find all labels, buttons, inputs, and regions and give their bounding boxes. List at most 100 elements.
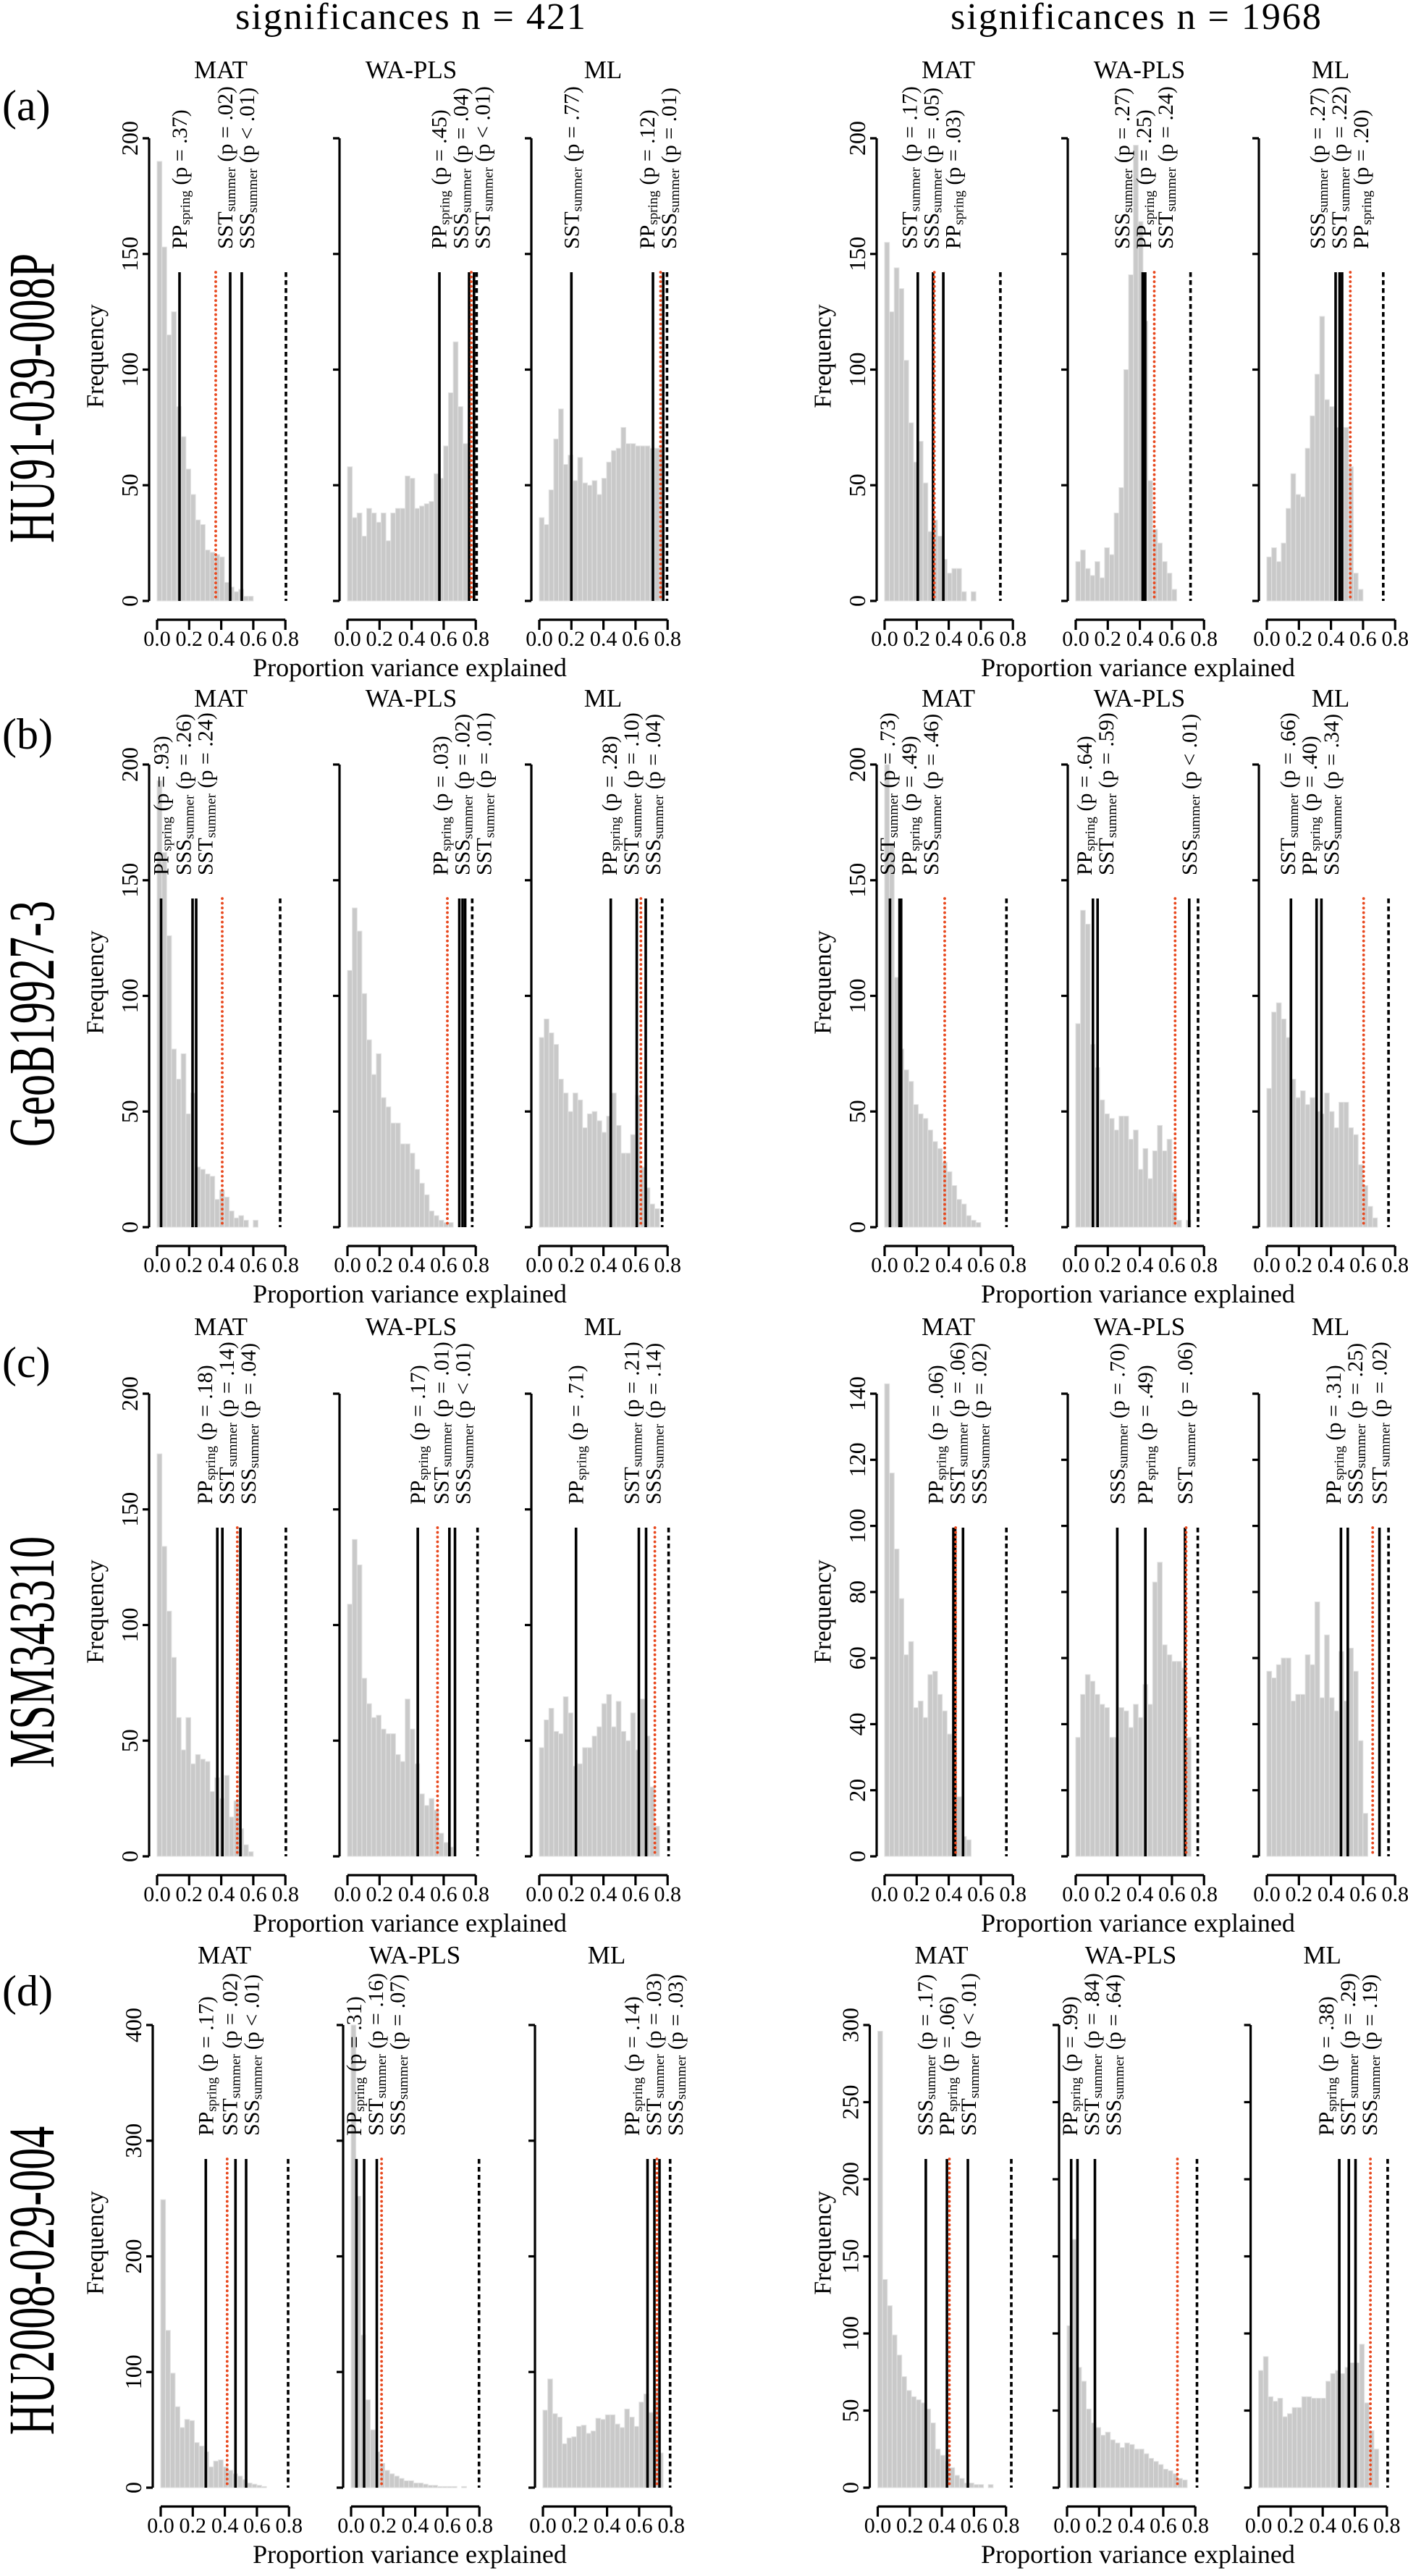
svg-text:0.6: 0.6 <box>1150 2514 1177 2538</box>
svg-text:0.8: 0.8 <box>271 1253 299 1277</box>
svg-text:SSSsummer (p < .01): SSSsummer (p < .01) <box>1178 714 1203 875</box>
svg-text:WA-PLS: WA-PLS <box>1085 1941 1176 1969</box>
svg-text:SSTsummer (p = .24): SSTsummer (p = .24) <box>1154 86 1179 249</box>
svg-text:PPspring (p = .03): PPspring (p = .03) <box>429 736 455 875</box>
svg-text:HU91-039-008P: HU91-039-008P <box>0 253 68 543</box>
svg-text:0: 0 <box>844 1851 870 1862</box>
svg-text:0.4: 0.4 <box>935 1882 963 1906</box>
svg-text:0.0: 0.0 <box>871 627 898 651</box>
svg-text:ML: ML <box>1312 56 1350 84</box>
svg-text:0.4: 0.4 <box>208 1253 235 1277</box>
svg-text:0.6: 0.6 <box>430 627 458 651</box>
svg-text:150: 150 <box>838 2239 864 2274</box>
svg-text:0.2: 0.2 <box>176 1253 203 1277</box>
svg-text:0.0: 0.0 <box>1062 1882 1089 1906</box>
svg-text:0.4: 0.4 <box>1318 627 1345 651</box>
svg-text:100: 100 <box>838 2316 864 2351</box>
svg-text:0.0: 0.0 <box>334 1253 361 1277</box>
svg-text:MAT: MAT <box>922 684 975 712</box>
svg-text:Frequency: Frequency <box>810 304 837 408</box>
svg-text:0.0: 0.0 <box>1062 1253 1089 1277</box>
svg-text:MAT: MAT <box>194 56 248 84</box>
svg-text:50: 50 <box>117 1729 143 1752</box>
svg-text:0.2: 0.2 <box>903 1882 931 1906</box>
svg-text:0: 0 <box>120 2482 146 2493</box>
svg-text:SSTsummer (p < .01): SSTsummer (p < .01) <box>471 86 497 249</box>
svg-text:SSTsummer (p = .06): SSTsummer (p = .06) <box>945 1342 971 1504</box>
svg-text:0.0: 0.0 <box>864 2514 892 2538</box>
svg-text:SSSsummer (p = .04): SSSsummer (p = .04) <box>450 88 475 249</box>
svg-text:ML: ML <box>588 1941 626 1969</box>
svg-text:50: 50 <box>844 1100 870 1123</box>
svg-text:SSTsummer (p = .06): SSTsummer (p = .06) <box>1173 1342 1199 1504</box>
svg-text:Proportion variance explained: Proportion variance explained <box>981 2540 1295 2569</box>
svg-text:200: 200 <box>117 1376 143 1411</box>
svg-text:PPspring (p = .17): PPspring (p = .17) <box>406 1365 431 1504</box>
svg-text:PPspring (p = .64): PPspring (p = .64) <box>1073 736 1098 875</box>
svg-text:SSSsummer (p = .25): SSSsummer (p = .25) <box>1344 1343 1369 1504</box>
svg-text:0.0: 0.0 <box>1253 1882 1281 1906</box>
svg-text:50: 50 <box>838 2399 864 2423</box>
svg-text:0.0: 0.0 <box>147 2514 174 2538</box>
svg-text:0.6: 0.6 <box>622 1882 649 1906</box>
svg-text:0.8: 0.8 <box>1381 1882 1408 1906</box>
svg-text:0.2: 0.2 <box>1095 1882 1122 1906</box>
svg-text:0.2: 0.2 <box>366 1253 394 1277</box>
svg-text:150: 150 <box>844 237 870 272</box>
svg-text:0.4: 0.4 <box>1126 1882 1154 1906</box>
svg-text:SSSsummer (p = .70): SSSsummer (p = .70) <box>1105 1343 1131 1504</box>
svg-text:Proportion variance explained: Proportion variance explained <box>981 653 1295 682</box>
svg-text:PPspring (p = .12): PPspring (p = .12) <box>636 109 661 249</box>
svg-text:0.0: 0.0 <box>334 627 361 651</box>
svg-text:SSTsummer (p = .22): SSTsummer (p = .22) <box>1328 86 1353 249</box>
svg-text:0.0: 0.0 <box>143 1882 171 1906</box>
svg-text:WA-PLS: WA-PLS <box>366 1313 457 1341</box>
svg-text:ML: ML <box>584 684 623 712</box>
svg-text:SSSsummer (p = .03): SSSsummer (p = .03) <box>664 1974 689 2136</box>
svg-text:0.2: 0.2 <box>558 1882 586 1906</box>
svg-text:0.4: 0.4 <box>590 1882 617 1906</box>
svg-text:SSSsummer (p = .02): SSSsummer (p = .02) <box>451 714 476 875</box>
svg-text:60: 60 <box>844 1646 870 1670</box>
svg-text:0.8: 0.8 <box>462 627 489 651</box>
svg-text:0.4: 0.4 <box>1118 2514 1145 2538</box>
svg-text:SSTsummer (p = .02): SSTsummer (p = .02) <box>219 1973 244 2136</box>
svg-text:Frequency: Frequency <box>810 930 837 1035</box>
svg-text:HU2008-029-004: HU2008-029-004 <box>0 2126 68 2436</box>
svg-text:0.0: 0.0 <box>143 627 171 651</box>
svg-text:0.2: 0.2 <box>1086 2514 1113 2538</box>
svg-text:0.8: 0.8 <box>657 2514 685 2538</box>
svg-text:PPspring (p = .31): PPspring (p = .31) <box>1322 1365 1347 1504</box>
svg-text:SSSsummer (p = .04): SSSsummer (p = .04) <box>641 714 667 875</box>
svg-text:SSSsummer (p = .34): SSSsummer (p = .34) <box>1320 714 1345 875</box>
svg-text:PPspring (p = .18): PPspring (p = .18) <box>193 1365 219 1504</box>
svg-text:PPspring (p = .17): PPspring (p = .17) <box>194 1996 219 2136</box>
svg-text:0.2: 0.2 <box>562 2514 589 2538</box>
svg-text:0.8: 0.8 <box>992 2514 1020 2538</box>
svg-text:0.2: 0.2 <box>180 2514 207 2538</box>
svg-text:SSSsummer (p = .27): SSSsummer (p = .27) <box>1306 88 1331 249</box>
svg-text:(b): (b) <box>2 710 53 758</box>
svg-text:GeoB19927-3: GeoB19927-3 <box>0 901 68 1147</box>
svg-text:200: 200 <box>844 747 870 782</box>
svg-text:50: 50 <box>117 1100 143 1123</box>
svg-text:(c): (c) <box>2 1339 51 1386</box>
svg-text:20: 20 <box>844 1779 870 1802</box>
svg-text:SSTsummer (p = .24): SSTsummer (p = .24) <box>194 712 219 875</box>
svg-text:0.8: 0.8 <box>462 1253 489 1277</box>
svg-text:SSTsummer (p < .01): SSTsummer (p < .01) <box>957 1973 982 2136</box>
svg-text:Proportion variance explained: Proportion variance explained <box>253 653 567 682</box>
svg-text:0.2: 0.2 <box>903 627 931 651</box>
svg-text:300: 300 <box>838 2008 864 2042</box>
svg-text:MAT: MAT <box>198 1941 251 1969</box>
svg-text:0.8: 0.8 <box>465 2514 493 2538</box>
svg-text:0.0: 0.0 <box>1253 627 1281 651</box>
svg-text:0.8: 0.8 <box>654 1882 681 1906</box>
svg-text:0.0: 0.0 <box>1245 2514 1273 2538</box>
svg-text:150: 150 <box>844 863 870 898</box>
svg-text:WA-PLS: WA-PLS <box>366 684 457 712</box>
svg-text:0.2: 0.2 <box>1286 627 1313 651</box>
svg-text:0.2: 0.2 <box>176 627 203 651</box>
svg-text:PPspring (p = .49): PPspring (p = .49) <box>1134 1365 1159 1504</box>
svg-text:SSSsummer (p = .64): SSSsummer (p = .64) <box>1102 1974 1127 2136</box>
